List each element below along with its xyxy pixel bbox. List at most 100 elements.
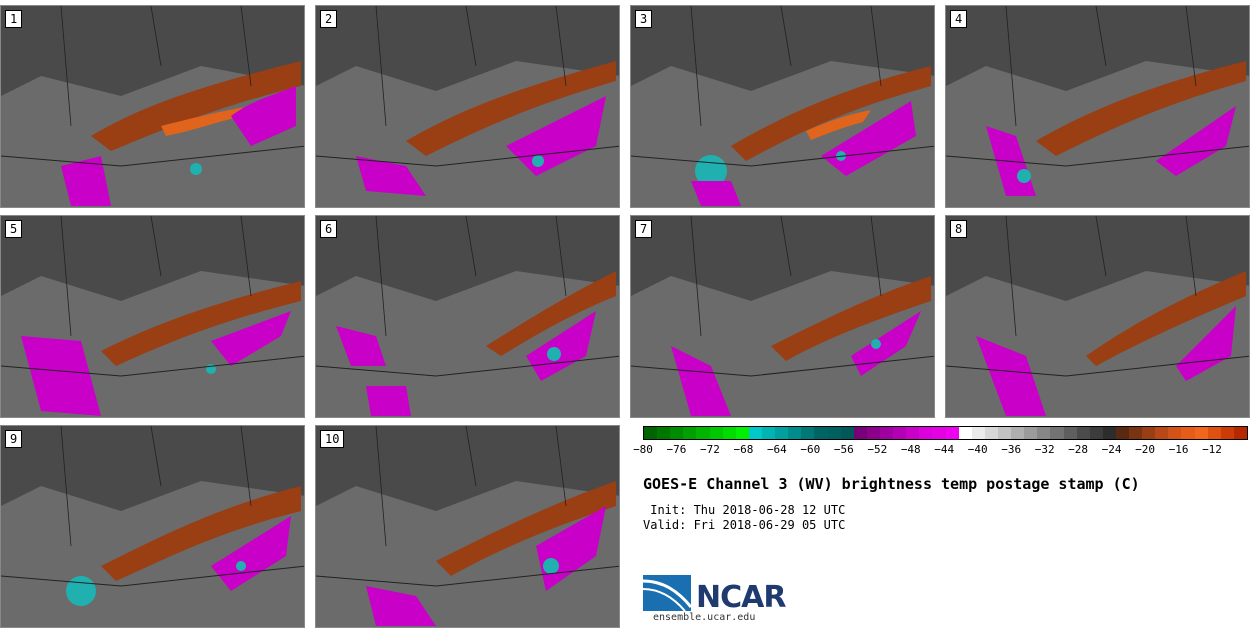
water-vapor-map (1, 6, 304, 207)
ncar-logo-icon (643, 575, 693, 612)
colorbar-tick-label: −60 (800, 443, 821, 456)
water-vapor-map (1, 216, 304, 417)
colorbar-swatch (1233, 427, 1248, 439)
colorbar-tick-label: −64 (766, 443, 787, 456)
colorbar-tick-label: −20 (1135, 443, 1155, 456)
colorbar-swatch (932, 427, 946, 439)
colorbar-swatch (919, 427, 933, 439)
colorbar-tick-label: −16 (1168, 443, 1189, 456)
colorbar-tick-label: −52 (867, 443, 888, 456)
panel-label: 3 (635, 10, 653, 28)
colorbar-swatch (1050, 427, 1064, 439)
colorbar-swatch (788, 427, 802, 439)
colorbar-swatch (1063, 427, 1077, 439)
colorbar-swatch (1168, 427, 1182, 439)
colorbar-tick-label: −56 (833, 443, 854, 456)
panel-label: 8 (950, 220, 968, 238)
water-vapor-map (946, 216, 1249, 417)
ncar-logo-text: NCAR (696, 580, 786, 615)
stamp-panel-10: 10 (315, 425, 620, 628)
colorbar-tick-labels: −80 −76 −72 −68 −64 −60 −56 −52 −48 −44 −40 −36 −32−… (633, 443, 1248, 459)
page-title: GOES-E Channel 3 (WV) brightness temp po… (643, 475, 1140, 493)
water-vapor-map (631, 216, 934, 417)
colorbar-swatch (827, 427, 841, 439)
colorbar-swatch (958, 427, 972, 439)
water-vapor-map (316, 6, 619, 207)
colorbar-swatch (853, 427, 867, 439)
stamp-panel-7: 7 (630, 215, 935, 418)
colorbar-swatch (1076, 427, 1090, 439)
stamp-panel-8: 8 (945, 215, 1250, 418)
colorbar-tick-label: −40 (967, 443, 988, 456)
water-vapor-map (316, 426, 619, 627)
colorbar-swatch (840, 427, 854, 439)
init-time: Init: Thu 2018-06-28 12 UTC (643, 503, 846, 517)
water-vapor-map (946, 6, 1249, 207)
colorbar-swatch (971, 427, 985, 439)
colorbar-swatch (1142, 427, 1156, 439)
colorbar-swatch (696, 427, 710, 439)
colorbar-tick-label: −36 (1001, 443, 1022, 456)
colorbar-swatch (814, 427, 828, 439)
colorbar-swatch (893, 427, 907, 439)
colorbar-swatch (1037, 427, 1051, 439)
colorbar-swatch (683, 427, 697, 439)
colorbar-swatch (801, 427, 815, 439)
colorbar-tick-label: −76 (666, 443, 687, 456)
panel-label: 6 (320, 220, 338, 238)
panel-label: 5 (5, 220, 23, 238)
colorbar-swatch (761, 427, 776, 439)
colorbar-swatch (1194, 427, 1208, 439)
stamp-panel-5: 5 (0, 215, 305, 418)
panel-label: 1 (5, 10, 23, 28)
colorbar-swatch (1220, 427, 1234, 439)
colorbar-swatch (1089, 427, 1103, 439)
colorbar-tick-label: −28 (1068, 443, 1089, 456)
stamp-panel-4: 4 (945, 5, 1250, 208)
colorbar-swatch (879, 427, 894, 439)
colorbar-swatch (1129, 427, 1143, 439)
colorbar-tick-label: −80 (633, 443, 653, 456)
colorbar-tick-label: −12 (1202, 443, 1222, 456)
colorbar-tick-label: −24 (1101, 443, 1122, 456)
colorbar-swatch (1207, 427, 1221, 439)
colorbar-swatch (1024, 427, 1038, 439)
water-vapor-map (631, 6, 934, 207)
colorbar-swatch (722, 427, 736, 439)
water-vapor-map (316, 216, 619, 417)
panel-label: 9 (5, 430, 23, 448)
stamp-panel-2: 2 (315, 5, 620, 208)
panel-label: 4 (950, 10, 968, 28)
colorbar-swatch (748, 427, 762, 439)
colorbar-swatch (644, 427, 658, 439)
panel-label: 7 (635, 220, 653, 238)
colorbar-tick-label: −68 (733, 443, 754, 456)
stamp-panel-3: 3 (630, 5, 935, 208)
panel-label: 10 (320, 430, 345, 448)
colorbar (643, 426, 1248, 440)
colorbar-swatch (906, 427, 920, 439)
colorbar-swatch (670, 427, 684, 439)
colorbar-tick-label: −48 (900, 443, 921, 456)
colorbar-swatch (1011, 427, 1025, 439)
colorbar-tick-label: −32 (1034, 443, 1055, 456)
colorbar-swatch (1102, 427, 1116, 439)
colorbar-swatch (735, 427, 749, 439)
panel-label: 2 (320, 10, 338, 28)
colorbar-swatch (1115, 427, 1130, 439)
colorbar-swatch (1155, 427, 1169, 439)
colorbar-tick-label: −72 (700, 443, 720, 456)
water-vapor-map (1, 426, 304, 627)
stamp-panel-6: 6 (315, 215, 620, 418)
logo-url: ensemble.ucar.edu (653, 612, 756, 623)
colorbar-swatch (984, 427, 998, 439)
colorbar-tick-label: −44 (934, 443, 955, 456)
stamp-panel-1: 1 (0, 5, 305, 208)
colorbar-swatch (709, 427, 723, 439)
colorbar-swatch (657, 427, 671, 439)
valid-time: Valid: Fri 2018-06-29 05 UTC (643, 518, 846, 532)
colorbar-swatch (866, 427, 880, 439)
colorbar-swatch (1181, 427, 1195, 439)
colorbar-swatch (945, 427, 959, 439)
colorbar-swatch (775, 427, 789, 439)
